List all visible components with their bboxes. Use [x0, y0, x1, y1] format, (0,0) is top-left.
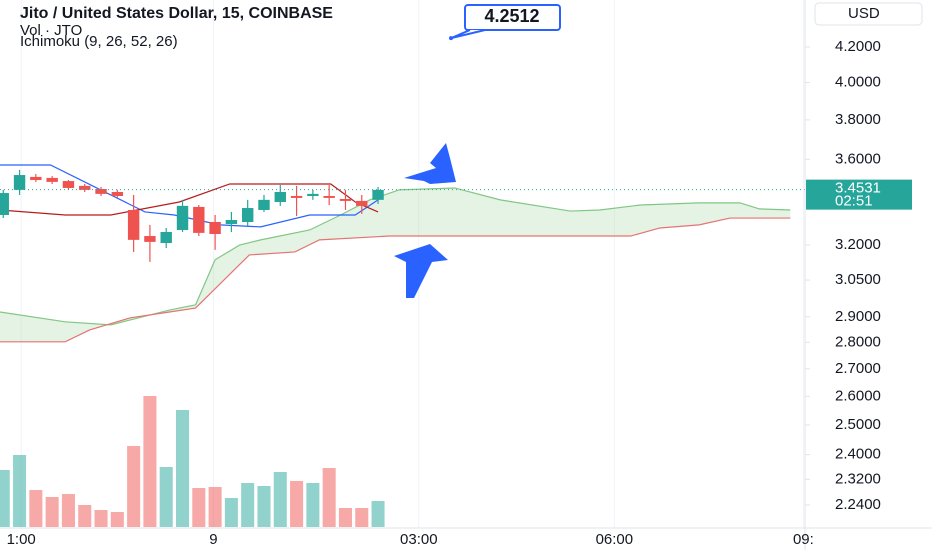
volume-bar	[224, 498, 238, 527]
y-tick-label: 2.7000	[835, 360, 881, 377]
candle-body	[290, 196, 303, 198]
volume-bar	[0, 470, 10, 527]
y-tick-label: 3.0500	[835, 271, 881, 288]
span-b-line	[0, 217, 791, 343]
candle-body	[225, 220, 238, 224]
last-price-label: 3.4531	[835, 180, 881, 197]
callout-anchor	[449, 36, 453, 41]
callout-text: 4.2512	[484, 6, 539, 26]
cloud-fill	[0, 187, 791, 342]
x-tick-label: 09:	[793, 531, 814, 548]
candle-body	[127, 209, 140, 240]
indicator-legend: Ichimoku (9, 26, 52, 26)	[20, 33, 178, 50]
x-tick-label: 1:00	[7, 531, 36, 548]
y-tick-label: 2.4000	[835, 446, 881, 463]
candle-body	[30, 176, 42, 181]
candle-body	[144, 236, 156, 242]
callout-box	[464, 4, 561, 31]
volume-bar	[61, 494, 75, 527]
callout: 4.2512	[449, 4, 561, 41]
y-tick-label: 2.3200	[835, 470, 881, 487]
arrow-down	[404, 143, 456, 184]
candle-body	[111, 191, 124, 197]
volume-bar	[355, 508, 369, 527]
x-tick-label: 9	[209, 531, 217, 548]
volume-bar	[110, 512, 124, 527]
y-tick-label: 3.6000	[835, 150, 881, 167]
candle-body	[176, 205, 189, 230]
y-tick-label: 3.2000	[835, 236, 881, 253]
candle-body	[193, 206, 205, 233]
candle-body	[160, 231, 172, 244]
volume-bar	[338, 508, 352, 527]
volume-bar	[322, 468, 336, 527]
y-tick-label: 2.8000	[835, 333, 881, 350]
candle-body	[307, 193, 319, 197]
y-tick-label: 2.5000	[835, 416, 881, 433]
candle-body	[241, 208, 254, 223]
symbol-title: Jito / United States Dollar, 15, COINBAS…	[20, 5, 333, 22]
candle-body	[79, 185, 91, 190]
volume-bar	[257, 486, 271, 527]
currency-box[interactable]	[814, 2, 923, 26]
candle-body	[46, 177, 58, 182]
grid	[20, 0, 810, 528]
currency: USD	[848, 5, 880, 22]
candle-body	[339, 198, 352, 201]
candle-body	[372, 189, 384, 200]
candle-body	[323, 196, 335, 198]
plot	[0, 164, 805, 527]
volume-bar	[159, 467, 173, 527]
y-tick-label: 2.9000	[835, 308, 881, 325]
y-tick-label: 4.0000	[835, 74, 881, 91]
base-line	[0, 183, 379, 216]
volume-bar	[241, 483, 255, 527]
x-tick-label: 06:00	[596, 531, 634, 548]
volume-legend: Vol · JTO	[20, 22, 82, 39]
y-tick-label: 3.8000	[835, 111, 881, 128]
y-tick-label: 2.2400	[835, 496, 881, 513]
volume-bar	[94, 510, 108, 527]
volume-bar	[29, 490, 43, 527]
y-tick-label: 2.6000	[835, 387, 881, 404]
volume-bar	[127, 446, 141, 527]
volume-bar	[290, 481, 304, 527]
span-a-line	[0, 187, 791, 326]
candle-body	[13, 175, 26, 190]
x-tick-label: 03:00	[400, 531, 438, 548]
candle-body	[356, 200, 368, 206]
volume-bar	[13, 455, 27, 527]
volume-bar	[175, 410, 190, 527]
countdown: 02:51	[835, 193, 873, 210]
volume-bar	[143, 396, 157, 527]
candle-body	[95, 189, 107, 194]
candle-body	[274, 191, 286, 202]
volume-bar	[78, 505, 92, 527]
volume-bar	[306, 483, 320, 527]
volume-bar	[208, 487, 222, 527]
volume-bar	[273, 472, 287, 527]
y-tick-label: 4.2000	[835, 38, 881, 55]
last-price-box	[806, 179, 912, 210]
candle-body	[258, 199, 270, 210]
volume-bar	[371, 501, 385, 527]
volume-bar	[192, 488, 206, 527]
volume-bar	[45, 497, 59, 527]
candle-body	[62, 181, 75, 188]
candle-body	[209, 222, 221, 235]
arrow-up	[394, 244, 448, 298]
candle-body	[0, 193, 9, 215]
